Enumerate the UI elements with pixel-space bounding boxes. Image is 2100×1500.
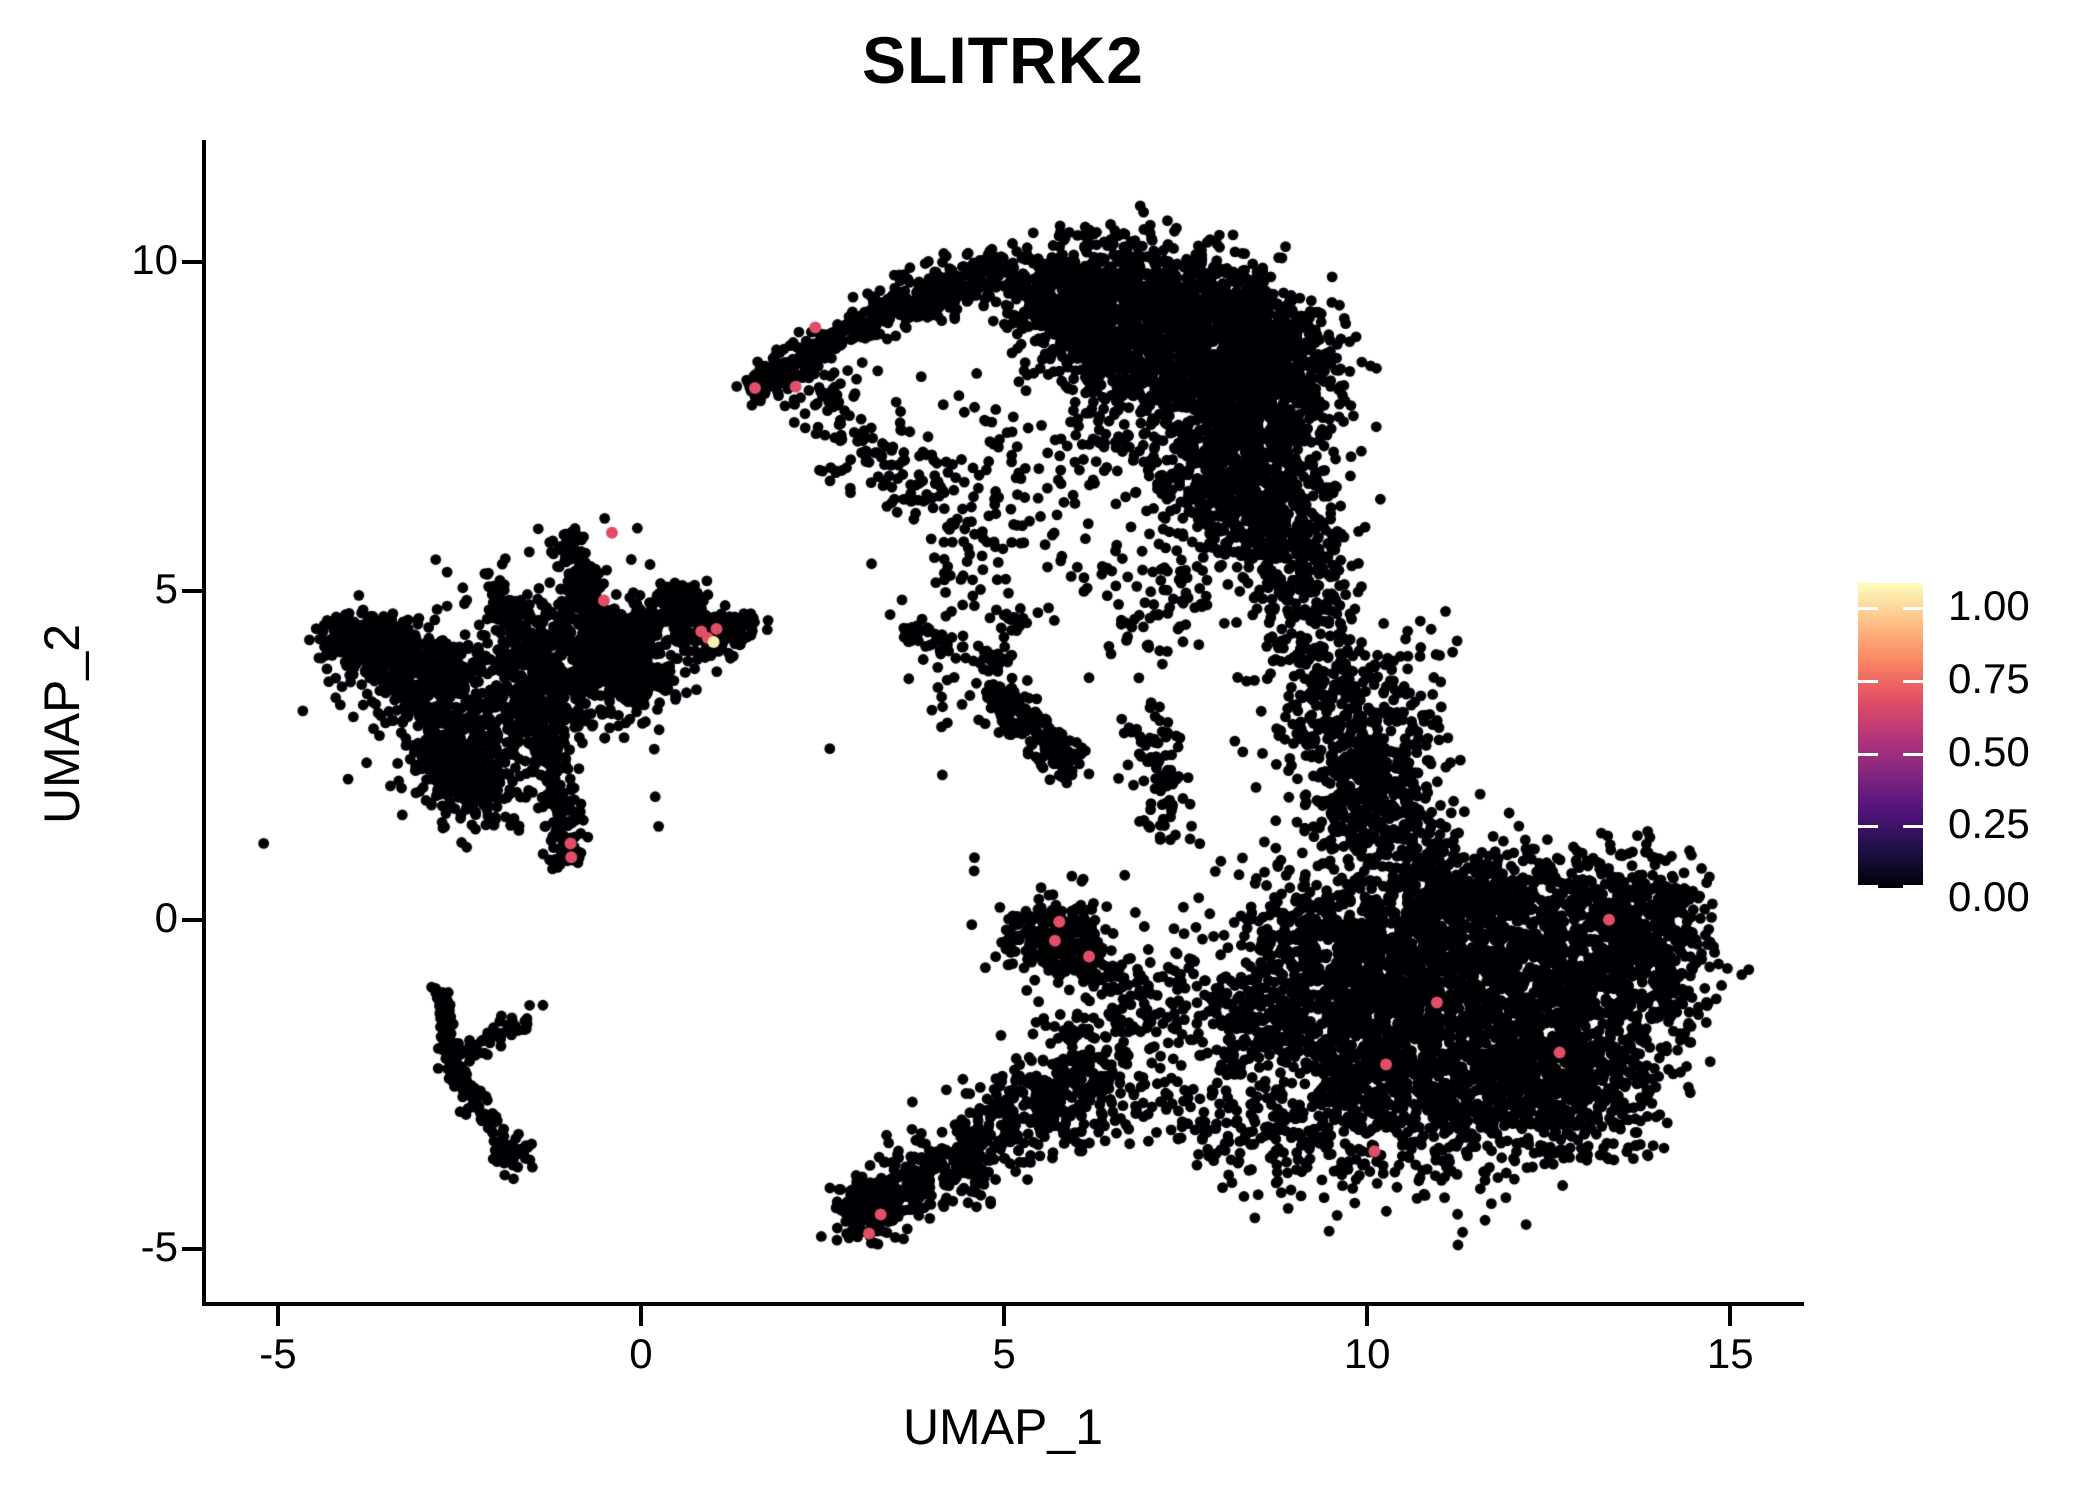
colorbar-tick-label: 1.00 <box>1948 582 2030 629</box>
y-tick-mark <box>182 259 202 264</box>
colorbar-tick-label: 0.00 <box>1948 873 2030 920</box>
x-tick-mark <box>275 1306 280 1326</box>
colorbar-tick-mark <box>1858 752 1878 756</box>
x-axis-title: UMAP_1 <box>902 1399 1104 1455</box>
y-tick-mark <box>182 917 202 922</box>
x-tick-mark <box>1728 1306 1733 1326</box>
chart-title: SLITRK2 <box>861 23 1145 97</box>
y-tick-label: 10 <box>131 235 178 283</box>
colorbar-tick-label: 0.50 <box>1948 727 2030 775</box>
x-tick-label: -5 <box>259 1330 297 1377</box>
y-tick-label: 5 <box>154 564 178 612</box>
x-tick-mark <box>1365 1306 1370 1326</box>
x-tick-mark <box>1002 1306 1007 1326</box>
y-tick-label: 0 <box>154 893 178 941</box>
colorbar-tick-label: 0.75 <box>1948 654 2030 702</box>
x-tick-label: 15 <box>1706 1330 1754 1377</box>
x-tick-label: 10 <box>1343 1330 1391 1377</box>
colorbar-tick-mark <box>1858 885 1878 888</box>
colorbar-tick-mark <box>1903 607 1923 610</box>
colorbar-gradient <box>1858 583 1923 888</box>
colorbar-tick-mark <box>1903 885 1923 888</box>
y-tick-mark <box>182 588 202 593</box>
x-axis-line <box>202 1302 1804 1306</box>
colorbar-tick-label: 0.25 <box>1948 800 2030 848</box>
y-tick-mark <box>182 1246 202 1251</box>
y-tick-label: -5 <box>140 1222 178 1270</box>
x-tick-label: 0 <box>629 1330 653 1377</box>
colorbar-tick-mark <box>1858 607 1878 610</box>
colorbar-tick-mark <box>1903 752 1923 756</box>
x-tick-label: 5 <box>992 1330 1016 1377</box>
y-axis-line <box>202 140 206 1306</box>
x-tick-mark <box>638 1306 643 1326</box>
colorbar-tick-mark <box>1858 679 1878 683</box>
colorbar-tick-mark <box>1903 825 1923 829</box>
colorbar-tick-mark <box>1903 679 1923 683</box>
colorbar-tick-mark <box>1858 825 1878 829</box>
